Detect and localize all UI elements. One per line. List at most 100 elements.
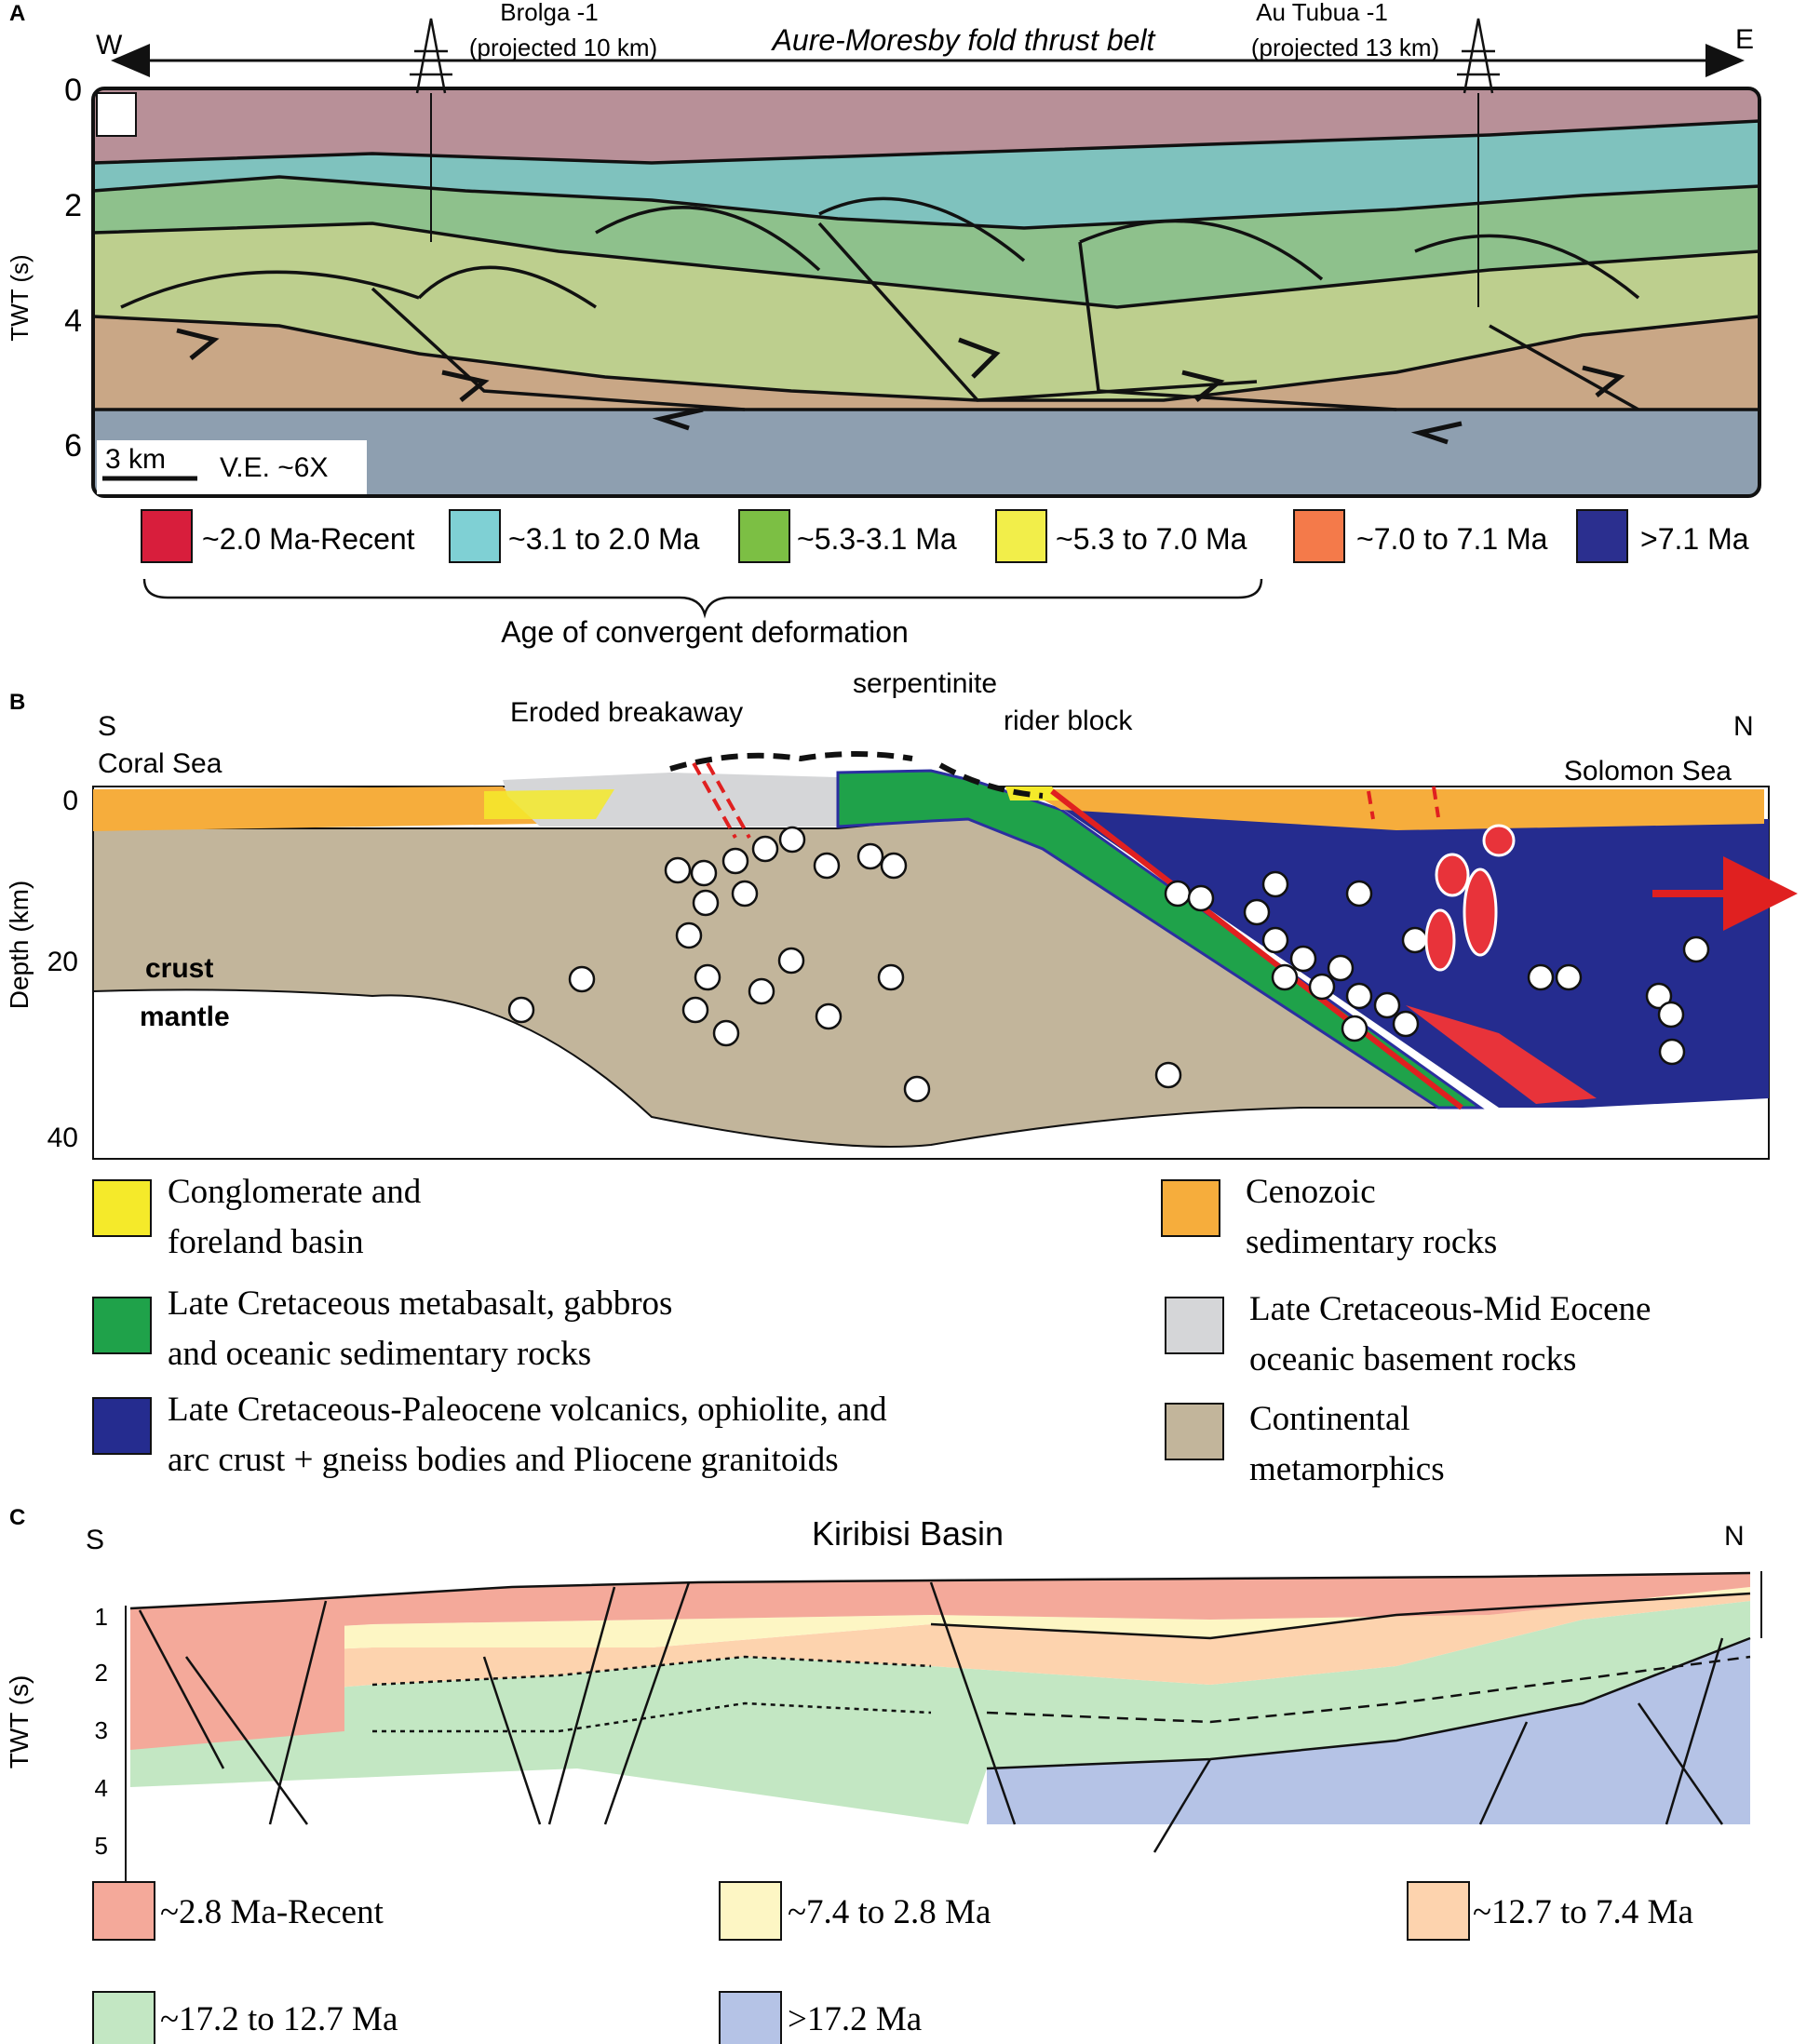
section-frame [91,87,1761,498]
conglomerate-left [484,789,614,819]
panel-b-y-tick: 20 [47,947,78,977]
panel-a-letter: A [9,1,25,26]
legend-swatch [1407,1881,1470,1941]
panel-b: B S Coral Sea N Solomon Sea Eroded break… [5,668,1798,1488]
legend-swatch [92,1297,152,1354]
well-right-note: (projected 13 km) [1251,34,1439,61]
panel-b-y-tick: 0 [62,786,78,816]
legend-label: Late Cretaceous metabasalt, gabbros [168,1284,672,1323]
well-right-name: Au Tubua -1 [1256,0,1388,26]
bracket-caption: Age of convergent deformation [501,615,909,649]
red-wedge [1406,1005,1597,1104]
seismic-section [93,88,1759,496]
legend-swatch [1161,1179,1220,1237]
legend-swatch [1165,1297,1224,1354]
legend-label: foreland basin [168,1223,364,1261]
label-crust: crust [145,953,213,984]
panel-c-y-tick: 2 [95,1659,108,1687]
panel-a-title: Aure-Moresby fold thrust belt [771,23,1156,57]
rider-block-fill [1005,787,1061,800]
legend-label: metamorphics [1249,1450,1445,1488]
green-unit [130,1601,1750,1824]
panel-b-north-label: N [1733,711,1754,742]
yellow-unit [130,1587,1750,1657]
green-metabasalt [836,769,1485,1109]
orange-unit [130,1592,1750,1703]
legend-label: ~2.8 Ma-Recent [160,1893,384,1931]
legend-swatch [92,1991,155,2044]
legend-label: >17.2 Ma [788,2000,922,2038]
seismicity-markers [507,826,1710,1103]
panel-c-title: Kiribisi Basin [812,1514,1004,1553]
panel-c-y-tick: 5 [95,1832,108,1860]
legend-swatch [719,1991,782,2044]
legend-label: Continental [1249,1400,1410,1438]
legend-label: and oceanic sedimentary rocks [168,1335,591,1373]
green-layer [93,172,1759,307]
panel-c-y-tick: 3 [95,1716,108,1744]
well-left-name: Brolga -1 [500,0,599,26]
panel-a-west-label: W [96,30,123,61]
scale-box [97,440,367,494]
label-eroded-breakaway: Eroded breakaway [510,697,743,728]
panel-c-y-tick: 1 [95,1603,108,1631]
recent-unit [130,1573,1750,1638]
crustal-section [92,751,1798,1160]
label-serpentinite: serpentinite [853,668,997,699]
panel-a: A W E Aure-Moresby fold thrust belt Brol… [6,0,1761,649]
white-inset-box [96,92,137,137]
continental-metamorphics [92,818,1465,1148]
panel-a-y-tick: 6 [64,428,82,464]
panel-c-y-tick: 4 [95,1774,108,1802]
legend-label: Conglomerate and [168,1173,422,1211]
legend-swatch [1576,509,1628,563]
recent-left-fill [130,1601,344,1750]
label-rider-block: rider block [1004,706,1133,736]
legend-bracket [142,578,1263,619]
panel-b-y-axis-label: Depth (km) [5,881,34,1009]
vertical-exaggeration: V.E. ~6X [220,452,328,483]
cyan-layer [93,116,1759,228]
panel-b-y-tick: 40 [47,1123,78,1153]
legend-label: ~17.2 to 12.7 Ma [160,2000,398,2038]
panel-c-north-label: N [1724,1521,1745,1552]
panel-a-legend: ~2.0 Ma-Recent ~3.1 to 2.0 Ma ~5.3-3.1 M… [141,509,1749,563]
panel-c-y-axis-label: TWT (s) [5,1675,34,1769]
legend-swatch [92,1179,152,1237]
olive-layer [93,214,1759,400]
legend-swatch [1165,1403,1224,1460]
recent-layer [93,88,1759,163]
legend-swatch [1293,509,1345,563]
well-derrick-right-icon [1457,18,1500,94]
scale-bar-label: 3 km [105,444,166,475]
legend-label: arc crust + gneiss bodies and Pliocene g… [168,1441,839,1479]
cenozoic-sediments-right [1024,789,1764,830]
legend-swatch [719,1881,782,1941]
left-sea-label: Coral Sea [98,748,222,779]
legend-label: sedimentary rocks [1246,1223,1497,1261]
legend-swatch [92,1881,155,1941]
legend-swatch [995,509,1047,563]
basin-frame [125,1571,1762,1919]
legend-label: oceanic basement rocks [1249,1340,1576,1378]
legend-swatch [92,1397,152,1455]
panel-a-east-label: E [1735,24,1754,55]
tan-layer [93,298,1759,410]
label-mantle: mantle [140,1002,230,1032]
legend-label: Late Cretaceous-Paleocene volcanics, oph… [168,1391,887,1429]
legend-label: Cenozoic [1246,1173,1376,1211]
cenozoic-sediments-left [93,787,540,831]
panel-a-y-tick: 4 [64,303,82,339]
blue-unit [987,1638,1750,1824]
basin-section [129,1571,1751,1853]
arc-crust [1061,808,1769,1108]
legend-label: Late Cretaceous-Mid Eocene [1249,1290,1651,1328]
legend-label: ~7.4 to 2.8 Ma [788,1893,991,1931]
panel-b-legend: Conglomerate and foreland basin Cenozoic… [92,1173,1651,1488]
panel-b-letter: B [9,690,25,715]
legend-label: ~3.1 to 2.0 Ma [508,522,700,556]
legend-label: ~5.3-3.1 Ma [797,522,957,556]
right-sea-label: Solomon Sea [1564,756,1732,787]
legend-label: ~12.7 to 7.4 Ma [1473,1893,1693,1931]
